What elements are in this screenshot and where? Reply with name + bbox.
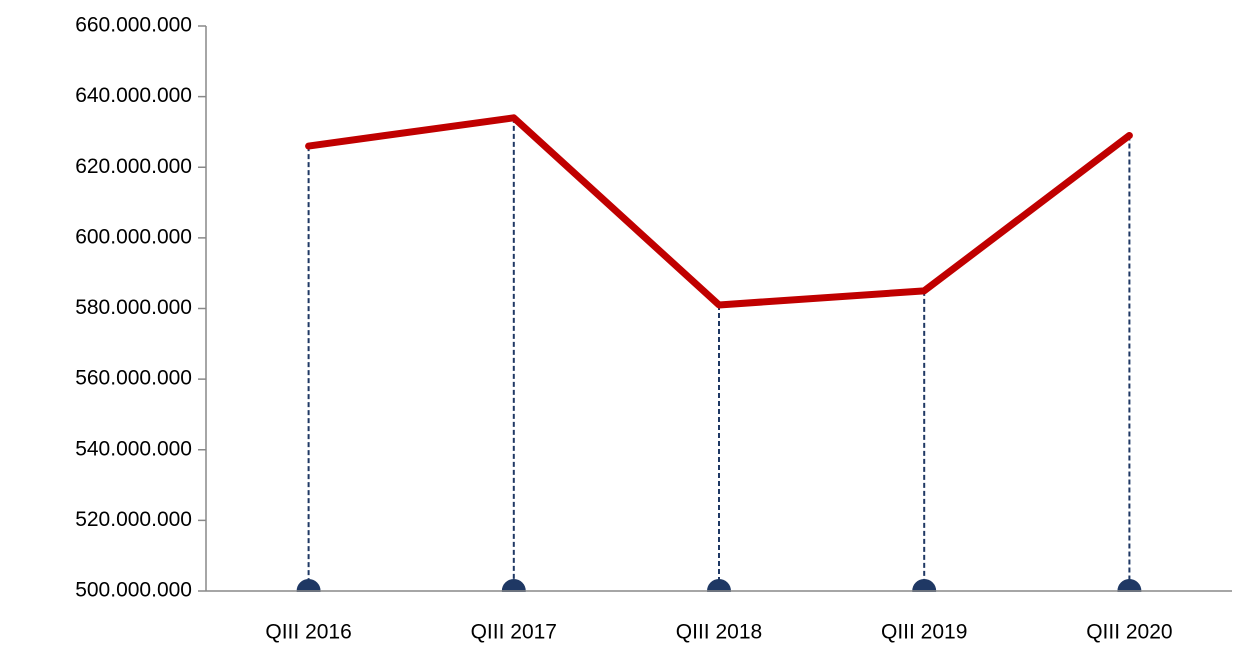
x-tick-label: QIII 2019	[881, 621, 967, 644]
x-tick-label: QIII 2020	[1086, 621, 1172, 644]
y-tick-label: 580.000.000	[75, 296, 192, 319]
y-tick-label: 640.000.000	[75, 84, 192, 107]
x-tick-label: QIII 2016	[265, 621, 351, 644]
y-tick-label: 600.000.000	[75, 225, 192, 248]
y-tick-label: 540.000.000	[75, 437, 192, 460]
y-tick-label: 660.000.000	[75, 14, 192, 37]
x-tick-label: QIII 2017	[471, 621, 557, 644]
x-tick-label: QIII 2018	[676, 621, 762, 644]
y-tick-label: 560.000.000	[75, 367, 192, 390]
y-tick-label: 520.000.000	[75, 508, 192, 531]
y-tick-label: 620.000.000	[75, 155, 192, 178]
line	[305, 114, 1133, 309]
y-tick-label: 500.000.000	[75, 579, 192, 602]
marker-mask	[207, 592, 1233, 606]
